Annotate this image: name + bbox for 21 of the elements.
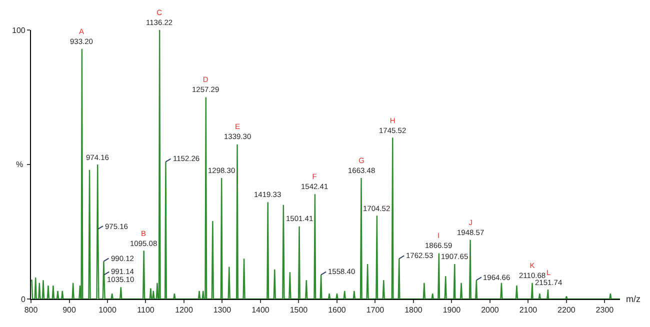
x-tick-label: 1700 [366, 306, 385, 315]
x-tick-label: 2200 [558, 306, 576, 315]
x-tick-label: 2100 [519, 306, 538, 315]
x-tick-label: 900 [62, 306, 76, 315]
x-tick-label: 800 [24, 306, 38, 315]
x-tick-label: 1100 [137, 306, 155, 315]
y-tick-label: 100 [12, 26, 26, 35]
line-series [31, 30, 620, 299]
x-tick-label: 1400 [252, 306, 270, 315]
x-tick-label: 1800 [404, 306, 423, 315]
x-tick-label: 1500 [290, 306, 308, 315]
x-tick-label: 1200 [175, 306, 194, 315]
y-axis-title: % [16, 160, 24, 169]
x-axis-title: m/z [626, 294, 641, 304]
y-tick-label: 0 [20, 294, 26, 304]
x-tick-label: 2000 [481, 306, 500, 315]
x-tick-label: 1600 [328, 306, 346, 315]
x-tick-label: 1300 [213, 306, 232, 315]
x-tick-label: 1900 [442, 306, 462, 315]
x-tick-label: 2300 [596, 306, 614, 315]
x-tick-label: 1000 [98, 306, 117, 315]
